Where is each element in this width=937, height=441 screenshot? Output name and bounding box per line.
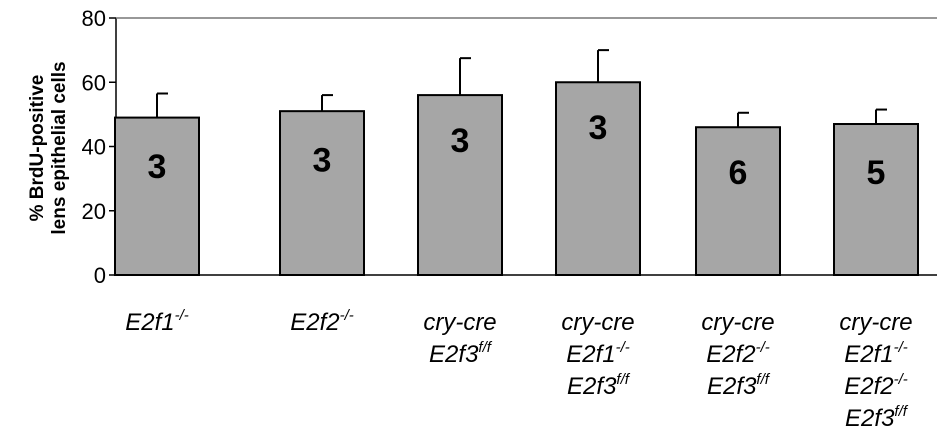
y-axis-title-line: lens epithelial cells [49,61,70,234]
category-label: E2f2-/- [290,307,354,336]
category-label-text: E2f3 [845,405,895,432]
bar-data-label: 3 [589,109,608,147]
category-label-line: cry-cre [561,309,634,336]
category-label: cry-cre E2f2-/- E2f3f/f [701,309,774,400]
bar-data-label: 6 [729,154,748,192]
category-label-text: E2f3 [429,341,479,368]
category-label-superscript: -/- [340,307,354,324]
bar [555,81,641,276]
category-label: E2f1-/- [125,307,189,336]
bar-data-label: 3 [451,122,470,160]
bar [695,126,781,276]
category-labels: E2f1-/- E2f2-/- cry-creE2f3f/fcry-creE2f1-… [125,307,912,432]
category-label-text: E2f1 [566,341,615,368]
bars: 3 3 3 3 6 5 [114,49,919,277]
category-label: cry-cre E2f3f/f [423,309,496,368]
bar [833,123,919,276]
category-label-line: E2f1-/- [566,339,630,368]
category-label-superscript: -/- [756,339,770,356]
category-label-superscript: f/f [756,371,770,388]
category-label-superscript: f/f [478,339,492,356]
category-label-line: cry-cre [701,309,774,336]
category-label-text: E2f3 [707,373,757,400]
y-axis-label: % BrdU-positivelens epithelial cells [27,61,70,234]
category-label: cry-cre E2f1-/- E2f3f/f [561,309,634,400]
category-label-superscript: -/- [894,339,908,356]
y-tick-label: 80 [82,6,106,31]
category-label-text: E2f2 [290,309,339,336]
category-label-line: cry-cre [423,309,496,336]
category-label-line: E2f2-/- [290,307,354,336]
y-tick-label: 20 [82,199,106,224]
category-label-text: E2f2 [844,373,893,400]
bar [279,110,365,276]
bar [417,94,503,276]
category-label-line: E2f1-/- [125,307,189,336]
category-label-superscript: f/f [894,403,908,420]
category-label-text: E2f1 [844,341,893,368]
y-axis-title-line: % BrdU-positive [27,75,48,222]
category-label-superscript: f/f [616,371,630,388]
category-label-line: cry-cre [839,309,912,336]
category-label-superscript: -/- [175,307,189,324]
category-label-text: E2f2 [706,341,755,368]
category-label-superscript: -/- [616,339,630,356]
bar [114,116,200,277]
category-label-line: E2f3f/f [567,371,631,400]
category-label-superscript: -/- [894,371,908,388]
bar-data-label: 3 [313,141,332,179]
category-label-line: E2f1-/- [844,339,908,368]
category-label-text: cry-cre [701,309,774,336]
category-label-line: E2f2-/- [706,339,770,368]
axes: 0 20 40 60 80 [82,6,937,288]
y-axis-title: % BrdU-positivelens epithelial cells [27,61,70,234]
category-label-line: E2f2-/- [844,371,908,400]
y-tick-label: 40 [82,135,106,160]
y-tick-label: 0 [94,263,106,288]
category-label-line: E2f3f/f [845,403,909,432]
bar-data-label: 3 [148,148,167,186]
category-label-text: cry-cre [423,309,496,336]
category-label-text: E2f1 [125,309,174,336]
category-label-text: E2f3 [567,373,617,400]
category-label-text: cry-cre [839,309,912,336]
category-label-line: E2f3f/f [429,339,493,368]
bar-data-label: 5 [867,154,886,192]
y-tick-label: 60 [82,70,106,95]
category-label-line: E2f3f/f [707,371,771,400]
category-label-text: cry-cre [561,309,634,336]
